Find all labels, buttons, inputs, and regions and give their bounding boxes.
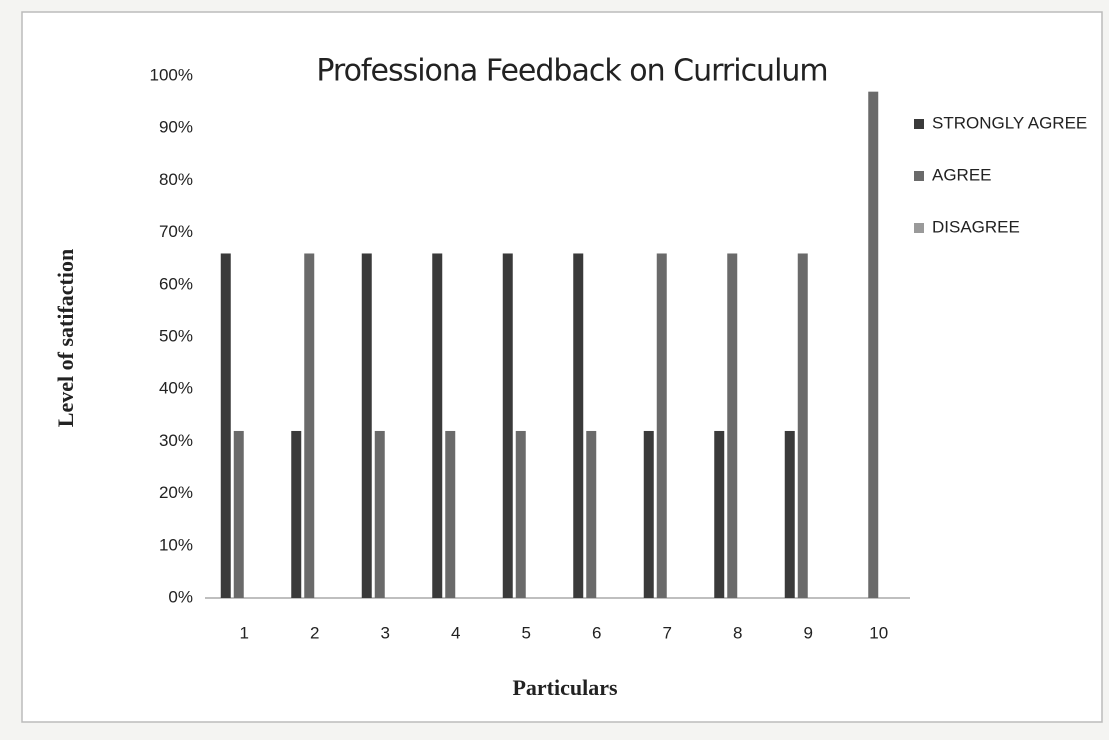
y-axis-title: Level of satifaction [53, 249, 78, 427]
x-tick-label: 7 [663, 623, 672, 642]
x-axis-title: Particulars [512, 675, 618, 700]
x-tick-label: 9 [804, 623, 813, 642]
x-tick-label: 8 [733, 623, 742, 642]
x-tick-label: 10 [869, 623, 888, 642]
legend-label: STRONGLY AGREE [932, 113, 1087, 132]
x-tick-label: 3 [381, 623, 390, 642]
bar [868, 91, 879, 598]
y-tick-label: 90% [159, 118, 193, 137]
x-tick-label: 6 [592, 623, 601, 642]
y-tick-label: 100% [150, 65, 193, 84]
y-tick-label: 30% [159, 431, 193, 450]
bar [797, 253, 808, 599]
bar [304, 253, 315, 599]
bar [586, 430, 597, 598]
bar [502, 253, 513, 599]
bar [643, 430, 654, 598]
y-tick-label: 20% [159, 483, 193, 502]
bar [432, 253, 443, 599]
bar [784, 430, 795, 598]
bar [714, 430, 725, 598]
chart-frame [21, 11, 1103, 723]
bar [515, 430, 526, 598]
bar [445, 430, 456, 598]
legend-label: AGREE [932, 165, 992, 184]
legend-swatch [914, 119, 924, 129]
y-tick-label: 0% [168, 587, 193, 606]
legend-label: DISAGREE [932, 217, 1020, 236]
bar [374, 430, 385, 598]
y-tick-label: 80% [159, 170, 193, 189]
bar [361, 253, 372, 599]
bar [727, 253, 738, 599]
legend-swatch [914, 171, 924, 181]
x-tick-label: 1 [240, 623, 249, 642]
bar [656, 253, 667, 599]
legend-swatch [914, 223, 924, 233]
x-tick-label: 4 [451, 623, 460, 642]
x-tick-label: 2 [310, 623, 319, 642]
bar [291, 430, 302, 598]
bar [220, 253, 231, 599]
bar [573, 253, 584, 599]
y-tick-label: 50% [159, 326, 193, 345]
x-tick-label: 5 [522, 623, 531, 642]
y-tick-label: 60% [159, 274, 193, 293]
chart-title: Professiona Feedback on Curriculum [316, 54, 827, 89]
y-tick-label: 70% [159, 222, 193, 241]
y-tick-label: 40% [159, 379, 193, 398]
y-tick-label: 10% [159, 535, 193, 554]
bar [233, 430, 244, 598]
